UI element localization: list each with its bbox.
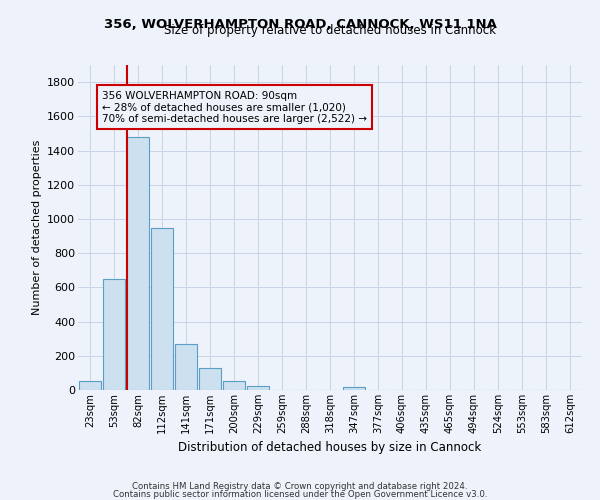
Bar [247, 386, 269, 390]
Bar [151, 228, 173, 390]
X-axis label: Distribution of detached houses by size in Cannock: Distribution of detached houses by size … [178, 442, 482, 454]
Y-axis label: Number of detached properties: Number of detached properties [32, 140, 41, 315]
Bar [175, 344, 197, 390]
Text: 356 WOLVERHAMPTON ROAD: 90sqm
← 28% of detached houses are smaller (1,020)
70% o: 356 WOLVERHAMPTON ROAD: 90sqm ← 28% of d… [102, 90, 367, 124]
Bar [79, 382, 101, 390]
Bar [199, 368, 221, 390]
Title: Size of property relative to detached houses in Cannock: Size of property relative to detached ho… [164, 24, 496, 38]
Bar [103, 279, 125, 390]
Text: Contains public sector information licensed under the Open Government Licence v3: Contains public sector information licen… [113, 490, 487, 499]
Bar [127, 137, 149, 390]
Text: Contains HM Land Registry data © Crown copyright and database right 2024.: Contains HM Land Registry data © Crown c… [132, 482, 468, 491]
Bar [223, 382, 245, 390]
Text: 356, WOLVERHAMPTON ROAD, CANNOCK, WS11 1NA: 356, WOLVERHAMPTON ROAD, CANNOCK, WS11 1… [104, 18, 496, 30]
Bar [343, 386, 365, 390]
